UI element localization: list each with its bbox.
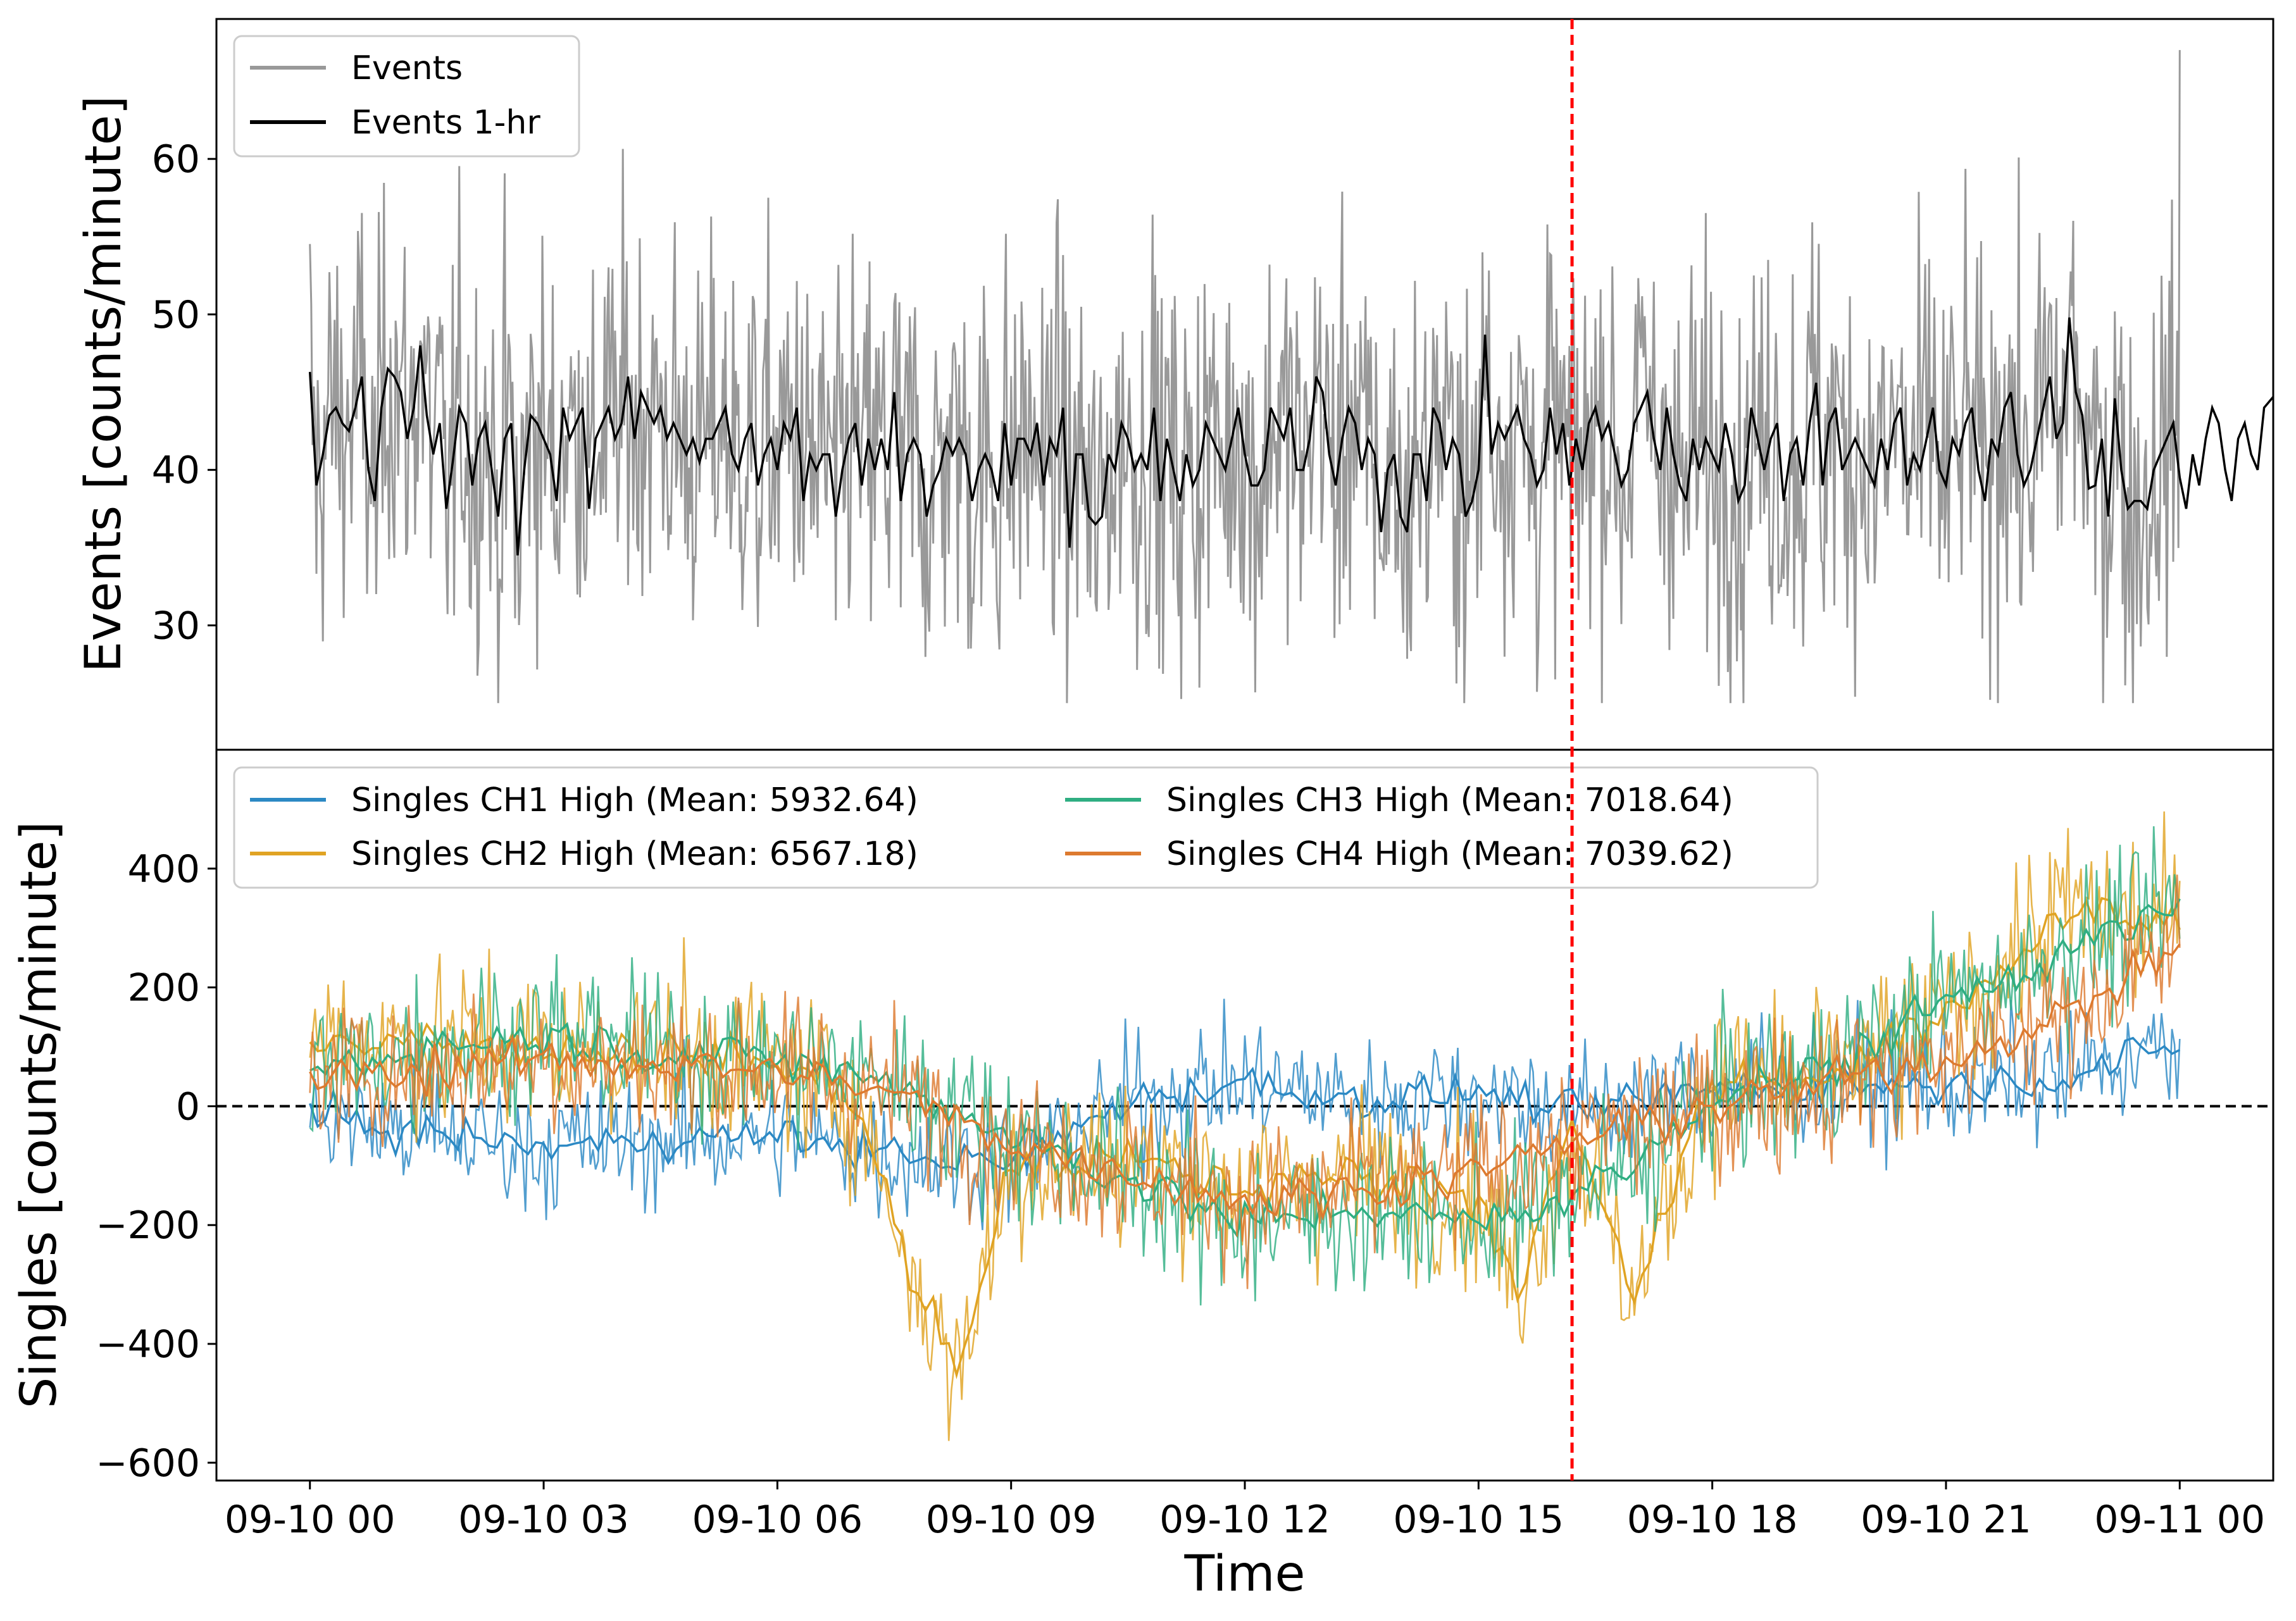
time-x-tick-label: 09-10 18 bbox=[1627, 1498, 1798, 1542]
events-y-tick-label: 50 bbox=[152, 293, 200, 337]
legend-label-ch2: Singles CH2 High (Mean: 6567.18) bbox=[351, 835, 918, 873]
singles-y-tick-label: −200 bbox=[96, 1203, 200, 1248]
singles-y-tick-label: −400 bbox=[96, 1322, 200, 1367]
events-y-tick-label: 30 bbox=[152, 604, 200, 648]
time-x-tick-label: 09-10 21 bbox=[1861, 1498, 2031, 1542]
events-y-tick-label: 40 bbox=[152, 449, 200, 493]
time-x-tick-label: 09-10 12 bbox=[1159, 1498, 1330, 1542]
time-x-axis-label: Time bbox=[1184, 1546, 1306, 1603]
events-y-axis-label: Events [counts/minute] bbox=[75, 96, 132, 673]
time-x-tick-label: 09-10 06 bbox=[692, 1498, 863, 1542]
singles-legend: Singles CH1 High (Mean: 5932.64) Singles… bbox=[233, 766, 1819, 889]
events-y-tick-label: 60 bbox=[152, 137, 200, 182]
legend-label-ch1: Singles CH1 High (Mean: 5932.64) bbox=[351, 781, 918, 819]
time-x-tick-label: 09-10 00 bbox=[225, 1498, 396, 1542]
time-x-tick-label: 09-10 09 bbox=[926, 1498, 1097, 1542]
legend-label-ch4: Singles CH4 High (Mean: 7039.62) bbox=[1166, 835, 1733, 873]
singles-ch4-raw-line bbox=[309, 874, 2181, 1289]
events-y-ticks: 30 40 50 60 bbox=[152, 137, 216, 648]
events-series-line bbox=[309, 50, 2181, 704]
singles-y-axis-label: Singles [counts/minute] bbox=[11, 821, 68, 1408]
singles-ch1-smoothed-line bbox=[309, 1036, 2181, 1173]
time-x-tick-label: 09-11 00 bbox=[2094, 1498, 2265, 1542]
legend-label-events-1hr: Events 1-hr bbox=[351, 104, 540, 142]
singles-plot-area bbox=[216, 811, 2273, 1441]
singles-y-tick-label: −600 bbox=[96, 1441, 200, 1486]
singles-y-tick-label: 200 bbox=[127, 966, 200, 1010]
singles-y-tick-label: 0 bbox=[176, 1084, 200, 1129]
singles-axes-frame bbox=[215, 748, 2274, 1482]
events-1hr-series-line bbox=[308, 317, 2273, 556]
events-legend: Events Events 1-hr bbox=[233, 35, 580, 158]
singles-ch4-smoothed-line bbox=[309, 943, 2181, 1221]
singles-legend-box bbox=[233, 766, 1819, 889]
singles-y-tick-label: 400 bbox=[127, 847, 200, 891]
time-x-tick-label: 09-10 03 bbox=[458, 1498, 629, 1542]
singles-ch3-smoothed-line bbox=[309, 898, 2181, 1239]
singles-y-ticks: −600 −400 −200 0 200 400 bbox=[96, 847, 216, 1486]
time-x-ticks: 09-10 00 09-10 03 09-10 06 09-10 09 09-10 12… bbox=[225, 1481, 2265, 1542]
legend-label-events: Events bbox=[351, 49, 463, 87]
legend-label-ch3: Singles CH3 High (Mean: 7018.64) bbox=[1166, 781, 1733, 819]
events-plot-area bbox=[308, 50, 2273, 704]
time-x-tick-label: 09-10 15 bbox=[1393, 1498, 1564, 1542]
